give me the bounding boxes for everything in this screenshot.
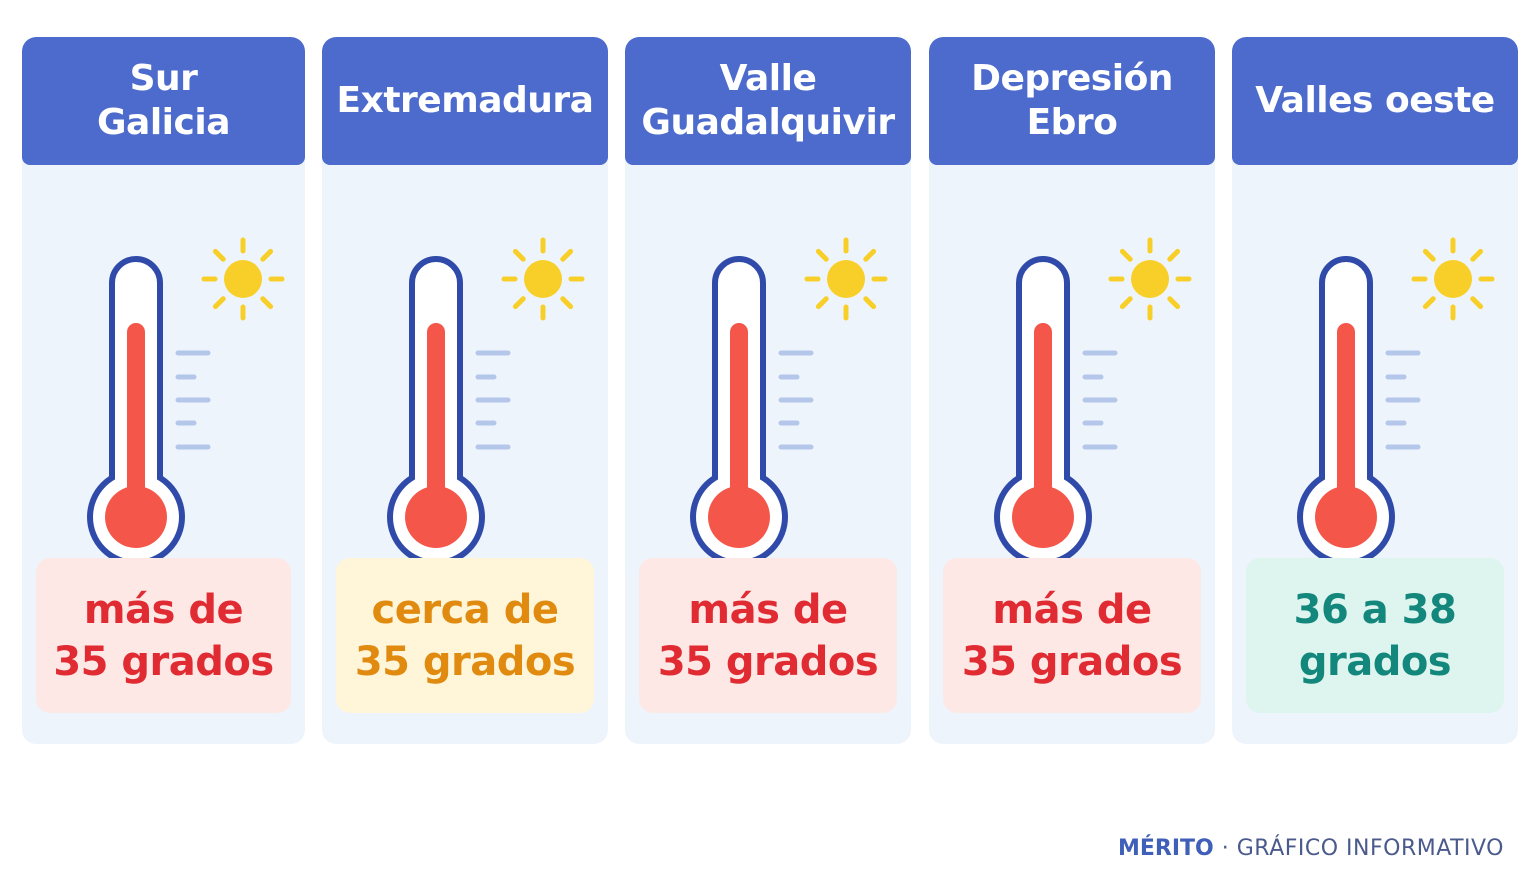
sun-ray bbox=[1422, 248, 1436, 262]
thermometer-sun-art bbox=[994, 237, 1192, 566]
region-title: Sur Galicia bbox=[97, 58, 231, 143]
temperature-label: cerca de 35 grados bbox=[354, 586, 576, 685]
region-title: Valles oeste bbox=[1255, 80, 1495, 121]
region-title: Valle Guadalquivir bbox=[641, 58, 895, 143]
sun-ray bbox=[512, 296, 526, 310]
region-card-valles-oeste: Valles oeste 36 a 38 grados bbox=[1232, 37, 1518, 744]
temperature-label-box: cerca de 35 grados bbox=[336, 558, 594, 713]
sun-ray bbox=[560, 248, 574, 262]
scale-ticks bbox=[778, 350, 814, 450]
mercury-bulb bbox=[708, 486, 770, 548]
sun-icon bbox=[201, 237, 285, 321]
brand-name: MÉRITO bbox=[1117, 836, 1214, 861]
thermometer-sun-art bbox=[87, 237, 285, 566]
temperature-label: más de 35 grados bbox=[53, 586, 274, 685]
sun-ray bbox=[815, 296, 829, 310]
scale-ticks bbox=[1082, 350, 1118, 450]
mercury-column bbox=[1034, 323, 1052, 513]
sun-icon bbox=[804, 237, 888, 321]
temperature-label-box: más de 35 grados bbox=[943, 558, 1201, 713]
sun-icon bbox=[501, 237, 585, 321]
sun-disc bbox=[827, 260, 865, 298]
thermometer-sun-art bbox=[690, 237, 888, 566]
sun-disc bbox=[1434, 260, 1472, 298]
sun-ray bbox=[1470, 248, 1484, 262]
footer-subtitle: GRÁFICO INFORMATIVO bbox=[1236, 836, 1504, 861]
footer-credit: MÉRITO · GRÁFICO INFORMATIVO bbox=[1118, 836, 1504, 861]
temperature-label: 36 a 38 grados bbox=[1293, 586, 1457, 685]
sun-ray bbox=[512, 248, 526, 262]
temperature-label-box: más de 35 grados bbox=[639, 558, 897, 713]
sun-ray bbox=[260, 296, 274, 310]
sun-ray bbox=[863, 296, 877, 310]
sun-ray bbox=[1470, 296, 1484, 310]
thermometer-icon bbox=[387, 256, 485, 566]
thermometer-icon bbox=[1297, 256, 1395, 566]
sun-ray bbox=[260, 248, 274, 262]
scale-ticks bbox=[1385, 350, 1421, 450]
thermometer-sun-art bbox=[387, 237, 585, 566]
temperature-label-box: 36 a 38 grados bbox=[1246, 558, 1504, 713]
sun-ray bbox=[560, 296, 574, 310]
region-title: Depresión Ebro bbox=[971, 58, 1173, 143]
footer-separator: · bbox=[1221, 836, 1229, 861]
region-card-extremadura: Extremadura cerca de 35 grados bbox=[322, 37, 608, 744]
sun-disc bbox=[224, 260, 262, 298]
sun-disc bbox=[1131, 260, 1169, 298]
card-header: Valle Guadalquivir bbox=[625, 37, 911, 165]
scale-ticks bbox=[475, 350, 511, 450]
mercury-column bbox=[1337, 323, 1355, 513]
sun-icon bbox=[1411, 237, 1495, 321]
card-header: Sur Galicia bbox=[22, 37, 305, 165]
sun-ray bbox=[815, 248, 829, 262]
mercury-column bbox=[127, 323, 145, 513]
temperature-label-box: más de 35 grados bbox=[36, 558, 291, 713]
mercury-bulb bbox=[405, 486, 467, 548]
sun-icon bbox=[1108, 237, 1192, 321]
mercury-bulb bbox=[105, 486, 167, 548]
thermometer-icon bbox=[994, 256, 1092, 566]
thermometer-icon bbox=[690, 256, 788, 566]
mercury-bulb bbox=[1012, 486, 1074, 548]
thermometer-sun-art bbox=[1297, 237, 1495, 566]
sun-disc bbox=[524, 260, 562, 298]
sun-ray bbox=[1167, 248, 1181, 262]
region-card-depresion-ebro: Depresión Ebro más de 35 grados bbox=[929, 37, 1215, 744]
temperature-label: más de 35 grados bbox=[657, 586, 879, 685]
mercury-column bbox=[427, 323, 445, 513]
sun-ray bbox=[863, 248, 877, 262]
temperature-label: más de 35 grados bbox=[961, 586, 1183, 685]
mercury-bulb bbox=[1315, 486, 1377, 548]
sun-ray bbox=[1167, 296, 1181, 310]
region-title: Extremadura bbox=[336, 80, 594, 121]
region-card-sur-galicia: Sur Galicia más de 35 grados bbox=[22, 37, 305, 744]
sun-ray bbox=[1119, 248, 1133, 262]
sun-ray bbox=[212, 296, 226, 310]
scale-ticks bbox=[175, 350, 211, 450]
region-card-valle-guadalquivir: Valle Guadalquivir más de 35 grados bbox=[625, 37, 911, 744]
sun-ray bbox=[1119, 296, 1133, 310]
card-header: Depresión Ebro bbox=[929, 37, 1215, 165]
mercury-column bbox=[730, 323, 748, 513]
sun-ray bbox=[212, 248, 226, 262]
card-header: Extremadura bbox=[322, 37, 608, 165]
sun-ray bbox=[1422, 296, 1436, 310]
card-header: Valles oeste bbox=[1232, 37, 1518, 165]
thermometer-icon bbox=[87, 256, 185, 566]
